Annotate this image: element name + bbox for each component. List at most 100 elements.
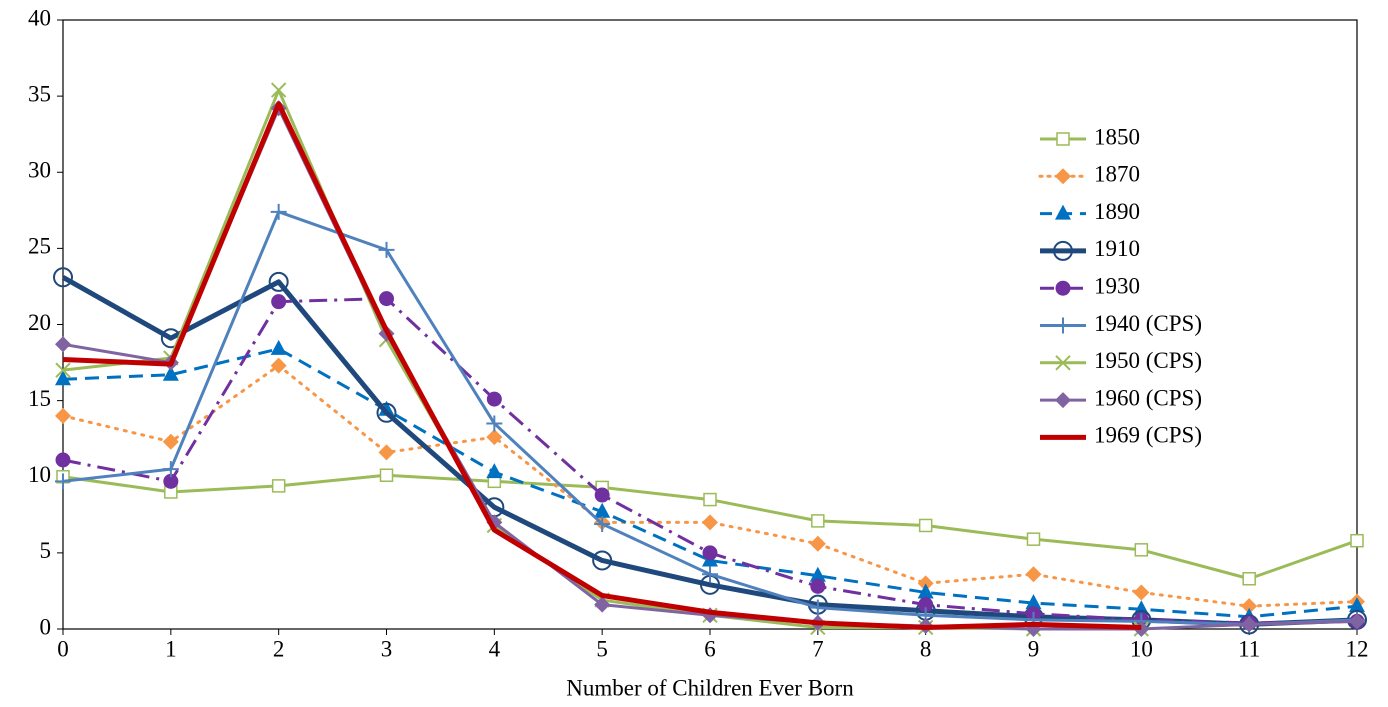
y-tick-label: 15 — [28, 386, 51, 411]
marker — [486, 463, 503, 479]
marker — [486, 391, 502, 407]
marker — [594, 596, 611, 613]
marker — [1055, 204, 1071, 220]
x-axis-label: Number of Children Ever Born — [566, 675, 854, 700]
marker — [163, 473, 179, 489]
marker — [1349, 597, 1365, 613]
marker — [594, 487, 610, 503]
x-tick-label: 2 — [273, 636, 285, 661]
marker — [162, 461, 179, 478]
marker — [378, 444, 395, 461]
x-tick-label: 1 — [165, 636, 177, 661]
marker — [1026, 532, 1041, 546]
marker — [1241, 616, 1258, 633]
marker — [702, 566, 718, 583]
marker — [53, 267, 73, 288]
legend-label: 1950 (CPS) — [1094, 348, 1202, 373]
marker — [270, 82, 287, 98]
marker — [1350, 533, 1364, 548]
legend-label: 1890 — [1094, 199, 1140, 224]
marker — [1055, 168, 1071, 185]
marker — [594, 502, 611, 518]
marker — [1055, 280, 1071, 296]
marker — [594, 515, 611, 532]
legend-label: 1930 — [1094, 273, 1140, 298]
marker — [1025, 594, 1042, 610]
marker — [271, 479, 286, 493]
marker — [55, 473, 71, 490]
marker — [809, 566, 826, 582]
marker — [1242, 572, 1256, 586]
marker — [268, 271, 289, 292]
x-tick-label: 8 — [920, 636, 932, 661]
marker — [376, 402, 397, 423]
y-tick-label: 35 — [28, 81, 51, 106]
marker — [811, 514, 825, 528]
x-tick-label: 12 — [1346, 636, 1369, 661]
marker — [270, 357, 287, 374]
marker — [1349, 613, 1365, 630]
legend-label: 1910 — [1094, 236, 1140, 261]
marker — [1134, 543, 1149, 557]
x-tick-label: 7 — [812, 636, 824, 661]
marker — [378, 400, 395, 416]
legend-label: 1960 (CPS) — [1094, 385, 1202, 410]
marker — [918, 597, 934, 613]
y-tick-label: 10 — [28, 462, 51, 487]
marker — [1133, 584, 1150, 601]
series-line — [62, 101, 1142, 630]
marker — [378, 241, 395, 258]
x-tick-label: 9 — [1028, 636, 1040, 661]
marker — [55, 370, 71, 386]
marker — [55, 407, 71, 424]
x-tick-label: 3 — [381, 636, 393, 661]
marker — [271, 294, 287, 310]
marker — [703, 492, 717, 507]
marker — [270, 339, 287, 355]
marker — [1053, 240, 1073, 261]
marker — [810, 578, 826, 594]
marker — [55, 336, 71, 353]
legend-label: 1850 — [1094, 124, 1140, 149]
y-tick-label: 20 — [28, 310, 51, 335]
series-line — [62, 88, 1142, 631]
marker — [917, 575, 934, 592]
marker — [1055, 355, 1071, 371]
marker — [592, 550, 613, 571]
x-tick-label: 5 — [596, 636, 608, 661]
y-tick-label: 5 — [40, 538, 52, 563]
legend-label: 1940 (CPS) — [1094, 311, 1202, 336]
marker — [1055, 317, 1071, 334]
y-tick-label: 30 — [28, 158, 51, 183]
marker — [809, 599, 826, 616]
marker — [55, 362, 71, 378]
marker — [270, 203, 287, 220]
marker — [379, 468, 394, 482]
marker — [809, 535, 826, 552]
marker — [917, 583, 934, 599]
legend-label: 1870 — [1094, 162, 1140, 187]
marker — [702, 545, 718, 561]
y-tick-label: 25 — [28, 234, 51, 259]
marker — [702, 514, 718, 531]
marker — [162, 365, 179, 381]
legend-label: 1969 (CPS) — [1094, 423, 1202, 448]
marker — [486, 429, 503, 446]
marker — [1241, 598, 1258, 615]
marker — [1056, 132, 1070, 146]
x-tick-label: 10 — [1130, 636, 1153, 661]
x-tick-label: 6 — [704, 636, 716, 661]
marker — [918, 518, 933, 533]
marker — [55, 452, 71, 468]
marker — [379, 291, 394, 307]
marker — [1055, 392, 1071, 409]
x-tick-label: 11 — [1238, 636, 1260, 661]
marker — [1025, 566, 1042, 583]
marker — [162, 433, 179, 450]
marker — [486, 415, 503, 432]
y-tick-label: 40 — [28, 5, 51, 30]
y-tick-label: 0 — [40, 614, 52, 639]
x-tick-label: 0 — [57, 636, 69, 661]
